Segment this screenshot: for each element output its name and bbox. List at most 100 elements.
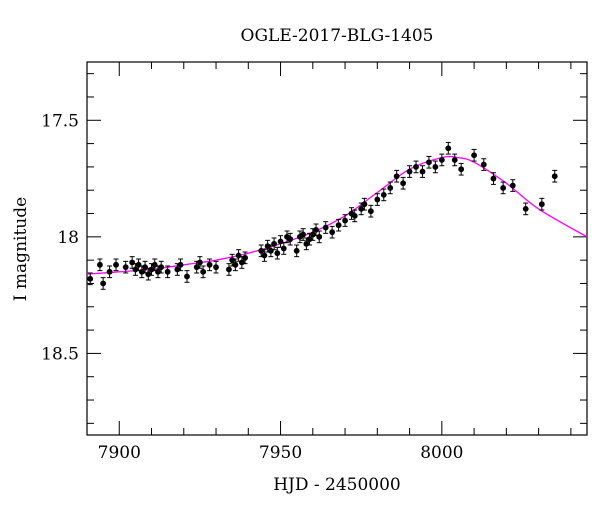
x-axis-label: HJD - 2450000 <box>273 475 401 495</box>
point-marker <box>158 264 165 271</box>
data-point <box>122 260 129 274</box>
point-marker <box>551 173 558 180</box>
point-marker <box>313 226 319 233</box>
data-point <box>235 249 242 262</box>
data-point <box>106 265 113 279</box>
data-point <box>335 218 342 232</box>
data-point <box>100 277 107 290</box>
point-marker <box>267 247 274 254</box>
data-point <box>551 169 558 183</box>
point-marker <box>97 261 103 268</box>
data-point <box>242 251 248 265</box>
data-point <box>226 263 232 276</box>
data-point <box>400 176 407 190</box>
data-point <box>97 258 103 272</box>
point-marker <box>438 157 445 163</box>
y-axis-label: I magnitude <box>11 197 31 301</box>
point-marker <box>426 159 432 166</box>
point-marker <box>235 252 242 259</box>
data-point <box>380 188 387 202</box>
axis-ticks <box>86 62 587 435</box>
data-point <box>471 148 477 162</box>
data-point <box>293 244 300 258</box>
x-tick-label: 8000 <box>420 443 463 463</box>
point-marker <box>538 201 545 208</box>
data-point <box>438 153 445 167</box>
point-marker <box>432 164 439 170</box>
point-marker <box>226 266 232 273</box>
point-marker <box>184 273 190 280</box>
data-point <box>287 232 294 246</box>
point-marker <box>500 184 507 191</box>
data-point <box>300 228 307 241</box>
point-marker <box>471 152 477 159</box>
data-point <box>129 256 136 269</box>
plot-frame <box>86 61 588 436</box>
point-marker <box>200 268 207 275</box>
point-marker <box>342 217 348 224</box>
point-marker <box>151 261 158 268</box>
point-marker <box>329 229 336 236</box>
data-point <box>177 258 184 272</box>
point-marker <box>445 145 452 152</box>
data-point <box>261 249 268 262</box>
point-marker <box>522 205 529 212</box>
chart-title: OGLE-2017-BLG-1405 <box>241 26 434 46</box>
data-point <box>500 181 507 195</box>
point-marker <box>351 212 358 219</box>
point-marker <box>419 168 426 175</box>
data-point <box>158 260 165 274</box>
x-tick-label: 7950 <box>259 443 302 463</box>
point-marker <box>406 168 413 175</box>
data-point <box>419 165 426 178</box>
axis-tick-labels: 7900 7950 8000 17.5 18 18.5 <box>41 111 463 463</box>
data-point <box>200 265 207 279</box>
point-marker <box>122 264 129 271</box>
data-point <box>142 260 148 274</box>
point-marker <box>206 261 213 268</box>
data-points <box>87 141 558 290</box>
point-marker <box>361 201 368 208</box>
data-point <box>367 204 374 218</box>
data-point <box>271 237 277 251</box>
point-marker <box>100 280 107 287</box>
point-marker <box>232 261 239 268</box>
data-point <box>451 153 458 167</box>
point-marker <box>274 250 281 257</box>
point-marker <box>277 238 284 245</box>
point-marker <box>87 275 94 282</box>
data-point <box>280 242 287 255</box>
data-point <box>509 179 516 192</box>
point-marker <box>480 161 487 168</box>
point-marker <box>335 222 342 229</box>
point-marker <box>367 208 374 215</box>
point-marker <box>380 191 387 198</box>
point-marker <box>164 268 171 275</box>
data-point <box>458 162 465 176</box>
x-tick-label: 7900 <box>98 443 141 463</box>
data-point <box>197 256 203 269</box>
data-point <box>184 270 190 283</box>
point-marker <box>213 264 219 271</box>
point-marker <box>287 236 294 243</box>
y-tick-label: 18 <box>57 228 79 248</box>
data-point <box>351 209 358 223</box>
data-point <box>274 246 281 260</box>
point-marker <box>490 175 497 182</box>
point-marker <box>280 245 287 252</box>
point-marker <box>322 224 329 231</box>
data-point <box>490 172 497 185</box>
point-marker <box>451 157 458 163</box>
data-point <box>393 169 400 183</box>
point-marker <box>300 231 307 238</box>
data-point <box>193 260 200 274</box>
data-point <box>316 230 323 244</box>
point-marker <box>106 268 113 275</box>
point-marker <box>271 240 277 247</box>
data-point <box>206 258 213 272</box>
point-marker <box>316 233 323 240</box>
point-marker <box>413 164 419 170</box>
data-point <box>213 260 219 274</box>
data-point <box>406 165 413 178</box>
